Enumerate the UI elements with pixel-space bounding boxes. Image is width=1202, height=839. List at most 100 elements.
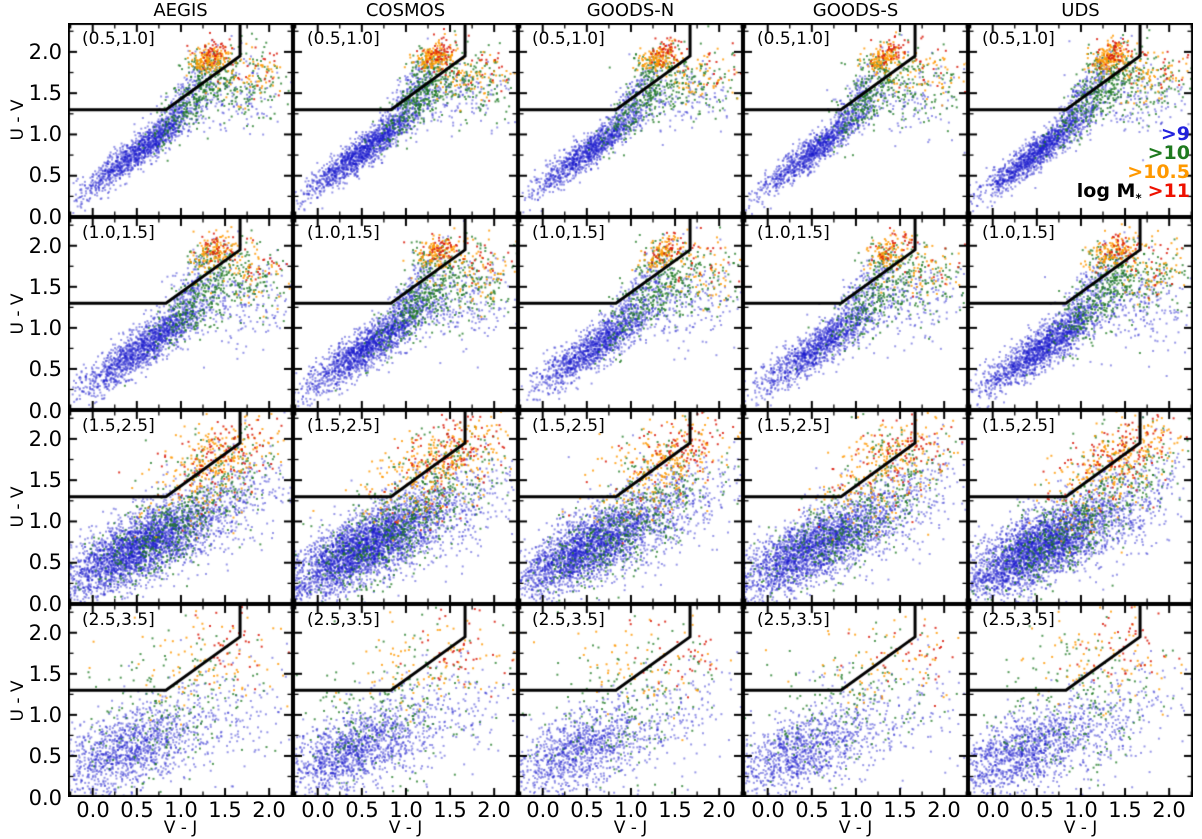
y-tick-label: 2.0 [28,427,62,451]
x-tick-label: 0.5 [1020,798,1054,822]
y-tick-label: 0.0 [28,399,62,423]
x-tick-label: 0.5 [795,798,829,822]
legend-entry-10.5: >10.5 [1127,161,1190,184]
redshift-bin-label: (1.0,1.5] [532,223,605,243]
redshift-bin-label: (2.5,3.5] [532,610,605,630]
legend-entry-11: >11 [1147,180,1190,203]
redshift-bin-label: (2.5,3.5] [982,610,1055,630]
x-tick-label: 1.5 [433,798,467,822]
x-axis-label-col4: V - J [1063,818,1098,838]
x-tick-label: 1.0 [389,798,423,822]
panel-goods-s-zbin2: (1.5,2.5] [743,410,968,604]
x-tick-label: 2.0 [702,798,736,822]
y-tick-label: 0.5 [28,357,62,381]
redshift-bin-label: (1.5,2.5] [757,416,830,436]
col-title-cosmos: COSMOS [365,0,446,21]
redshift-bin-label: (2.5,3.5] [757,610,830,630]
col-title-aegis: AEGIS [153,0,208,21]
x-tick-label: 0.5 [120,798,154,822]
x-axis-label-col2: V - J [613,818,648,838]
panel-goods-n-zbin2: (1.5,2.5] [518,410,743,604]
panel-goods-n-zbin0: (0.5,1.0] [518,23,743,217]
panel-uds-zbin1: (1.0,1.5] [968,217,1193,410]
scatter-canvas [968,23,1193,217]
y-tick-label: 1.0 [28,122,62,146]
panel-goods-n-zbin1: (1.0,1.5] [518,217,743,410]
x-tick-label: 1.5 [208,798,242,822]
y-tick-label: 0.0 [28,205,62,229]
redshift-bin-label: (1.5,2.5] [82,416,155,436]
redshift-bin-label: (1.0,1.5] [982,223,1055,243]
x-tick-label: 2.0 [927,798,961,822]
redshift-bin-label: (0.5,1.0] [307,29,380,49]
x-tick-label: 0.0 [301,798,335,822]
x-tick-label: 1.0 [839,798,873,822]
redshift-bin-label: (0.5,1.0] [532,29,605,49]
y-tick-label: 2.0 [28,234,62,258]
redshift-bin-label: (1.0,1.5] [757,223,830,243]
x-tick-label: 1.0 [164,798,198,822]
x-tick-label: 0.0 [976,798,1010,822]
redshift-bin-label: (1.5,2.5] [982,416,1055,436]
y-tick-label: 1.5 [28,662,62,686]
x-axis-label-col1: V - J [388,818,423,838]
scatter-canvas [743,217,968,410]
y-tick-label: 1.5 [28,468,62,492]
y-tick-label: 0.0 [28,786,62,810]
y-tick-label: 0.0 [28,592,62,616]
panel-aegis-zbin0: (0.5,1.0] [68,23,293,217]
x-tick-label: 2.0 [252,798,286,822]
scatter-canvas [518,23,743,217]
x-tick-label: 2.0 [1152,798,1186,822]
panel-goods-s-zbin1: (1.0,1.5] [743,217,968,410]
mass-legend: >9 >10 >10.5 log M* >11 [1077,125,1190,208]
panel-aegis-zbin3: (2.5,3.5] [68,604,293,797]
scatter-canvas [293,410,518,604]
legend-row: log M* >11 [1077,182,1190,208]
redshift-bin-label: (1.0,1.5] [82,223,155,243]
y-tick-label: 1.5 [28,275,62,299]
scatter-canvas [518,410,743,604]
y-tick-label: 2.0 [28,621,62,645]
legend-entry-9: >9 [1160,123,1190,146]
scatter-canvas [518,217,743,410]
redshift-bin-label: (2.5,3.5] [82,610,155,630]
redshift-bin-label: (1.0,1.5] [307,223,380,243]
panel-cosmos-zbin1: (1.0,1.5] [293,217,518,410]
panel-uds-zbin2: (1.5,2.5] [968,410,1193,604]
panel-goods-n-zbin3: (2.5,3.5] [518,604,743,797]
y-tick-label: 1.0 [28,509,62,533]
redshift-bin-label: (0.5,1.0] [757,29,830,49]
y-tick-label: 1.0 [28,703,62,727]
x-tick-label: 0.5 [570,798,604,822]
scatter-canvas [743,604,968,797]
scatter-canvas [293,23,518,217]
redshift-bin-label: (1.5,2.5] [532,416,605,436]
y-tick-label: 0.5 [28,550,62,574]
x-tick-label: 1.5 [883,798,917,822]
x-axis-label-col0: V - J [163,818,198,838]
panel-cosmos-zbin2: (1.5,2.5] [293,410,518,604]
y-tick-label: 1.0 [28,316,62,340]
legend-row: >9 [1077,125,1190,144]
redshift-bin-label: (1.5,2.5] [307,416,380,436]
panel-aegis-zbin1: (1.0,1.5] [68,217,293,410]
x-tick-label: 0.0 [751,798,785,822]
scatter-canvas [968,604,1193,797]
y-tick-label: 2.0 [28,40,62,64]
scatter-canvas [968,410,1193,604]
redshift-bin-label: (0.5,1.0] [982,29,1055,49]
x-tick-label: 1.0 [614,798,648,822]
scatter-canvas [68,604,293,797]
x-axis-label-col3: V - J [838,818,873,838]
x-tick-label: 1.5 [658,798,692,822]
x-tick-label: 2.0 [477,798,511,822]
scatter-canvas [68,410,293,604]
y-tick-label: 1.5 [28,81,62,105]
legend-row: >10.5 [1077,163,1190,182]
legend-title: log M* [1076,180,1142,205]
panel-cosmos-zbin0: (0.5,1.0] [293,23,518,217]
legend-row: >10 [1077,144,1190,163]
legend-title-subscript: * [1135,191,1142,205]
